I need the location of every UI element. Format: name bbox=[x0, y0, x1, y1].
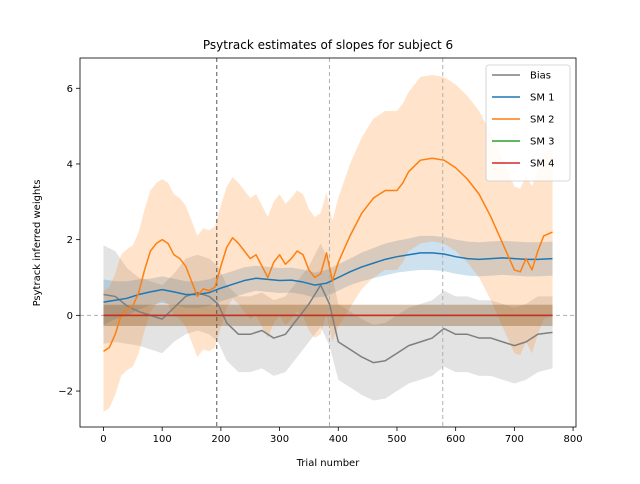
legend-label-3: SM 3 bbox=[530, 137, 555, 148]
x-tick-label: 300 bbox=[270, 434, 289, 445]
legend-box bbox=[485, 64, 571, 182]
x-tick-label: 0 bbox=[100, 434, 106, 445]
plot-frame bbox=[79, 57, 577, 428]
x-tick-label: 400 bbox=[329, 434, 348, 445]
y-tick-label: 2 bbox=[67, 235, 73, 246]
y-axis-label: Psytrack inferred weights bbox=[32, 180, 43, 307]
chart-title: Psytrack estimates of slopes for subject… bbox=[203, 38, 453, 52]
legend: Bias SM 1 SM 2 SM 3 SM 4 bbox=[485, 64, 571, 182]
legend-label-0: Bias bbox=[530, 71, 551, 82]
y-tick-label: 0 bbox=[67, 311, 73, 322]
x-tick-label: 700 bbox=[505, 434, 524, 445]
line-series-0 bbox=[103, 284, 553, 364]
x-axis-label: Trial number bbox=[296, 458, 361, 469]
x-axis-ticks: 0 100 200 300 400 500 600 700 800 bbox=[100, 427, 583, 445]
x-tick-label: 600 bbox=[446, 434, 465, 445]
y-axis-ticks: −2 0 2 4 6 bbox=[58, 84, 80, 398]
legend-label-4: SM 4 bbox=[530, 159, 555, 170]
y-tick-label: −2 bbox=[58, 387, 73, 398]
line-series-1 bbox=[103, 252, 553, 303]
x-tick-label: 500 bbox=[387, 434, 406, 445]
legend-label-1: SM 1 bbox=[530, 93, 555, 104]
series-lines bbox=[103, 157, 553, 364]
legend-label-2: SM 2 bbox=[530, 115, 555, 126]
x-tick-label: 100 bbox=[153, 434, 172, 445]
x-tick-label: 800 bbox=[564, 434, 583, 445]
x-tick-label: 200 bbox=[211, 434, 230, 445]
line-series-2 bbox=[103, 157, 553, 352]
y-tick-label: 4 bbox=[67, 159, 73, 170]
y-tick-label: 6 bbox=[67, 84, 73, 95]
